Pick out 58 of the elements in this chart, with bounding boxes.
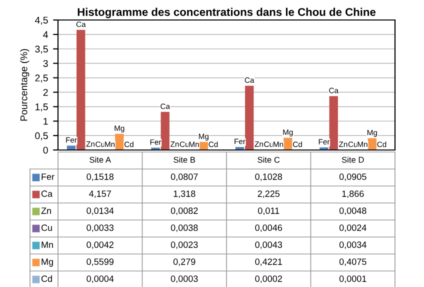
bar (329, 96, 338, 150)
y-tick-label: 2 (43, 88, 48, 96)
data-label: 0,0807 (170, 174, 198, 181)
y-tick-label: 4 (43, 31, 48, 38)
data-label: 0,0905 (339, 174, 366, 181)
bar (76, 30, 86, 150)
data-label: 1,318 (174, 190, 196, 198)
y-tick-label: 1 (44, 118, 48, 125)
legend-label: Fer (42, 174, 54, 180)
chart-title: Histogramme des concentrations dans le Chou de Chine (78, 8, 376, 18)
data-label: 0,279 (173, 258, 196, 266)
data-label: 2,225 (258, 190, 280, 198)
y-tick-label: 3,5 (35, 46, 48, 54)
data-label: 0,1028 (255, 174, 282, 181)
y-tick-label: 2,5 (35, 74, 48, 83)
y-axis-title: Pourcentage (%) (20, 49, 30, 121)
data-label: 0,0043 (255, 242, 282, 249)
data-label: 0,4075 (339, 258, 366, 266)
data-label: 0,0001 (339, 276, 366, 283)
legend-label: Cu (41, 224, 52, 231)
y-tick-label: 4,5 (34, 16, 48, 25)
data-label: 0,1518 (86, 174, 114, 181)
bar (199, 142, 208, 150)
y-tick-label: 0 (43, 146, 48, 154)
x-tick-label: Site C (258, 156, 280, 163)
y-tick-label: 3 (43, 60, 48, 67)
y-tick-label: 0,5 (35, 132, 48, 140)
bar (245, 86, 254, 150)
data-label: 0,0034 (339, 242, 366, 249)
data-label: 1,866 (342, 190, 364, 198)
legend-label: Cd (41, 275, 52, 282)
data-label: 0,0042 (86, 242, 114, 249)
data-label: 0,0002 (255, 276, 282, 283)
legend-label: Mg (42, 258, 53, 267)
data-label: 0,0033 (86, 224, 114, 232)
data-label: 0,0004 (86, 276, 114, 283)
data-label: 0,0134 (86, 208, 114, 215)
data-label: 0,4221 (255, 258, 282, 266)
legend-label: Mn (42, 242, 53, 248)
bar (368, 138, 376, 150)
y-tick-label: 1,5 (36, 104, 48, 112)
data-label: 0,0024 (339, 224, 366, 232)
legend-label: Zn (41, 208, 51, 214)
x-tick-label: Site B (174, 156, 196, 163)
bar (115, 134, 124, 150)
data-label: 0,5599 (86, 258, 114, 266)
x-tick-label: Site A (90, 156, 111, 163)
legend-label: Ca (41, 190, 53, 197)
x-tick-label: Site D (342, 156, 364, 163)
data-label: 0,0023 (170, 242, 198, 249)
data-label: 0,0048 (339, 208, 366, 215)
data-label: 0,011 (258, 208, 280, 215)
data-label: 4,157 (89, 190, 111, 198)
data-label: 0,0003 (170, 276, 198, 283)
data-label: 0,0038 (170, 224, 198, 232)
data-label: 0,0082 (170, 208, 198, 215)
data-label: 0,0046 (255, 224, 282, 232)
bar (160, 112, 170, 150)
